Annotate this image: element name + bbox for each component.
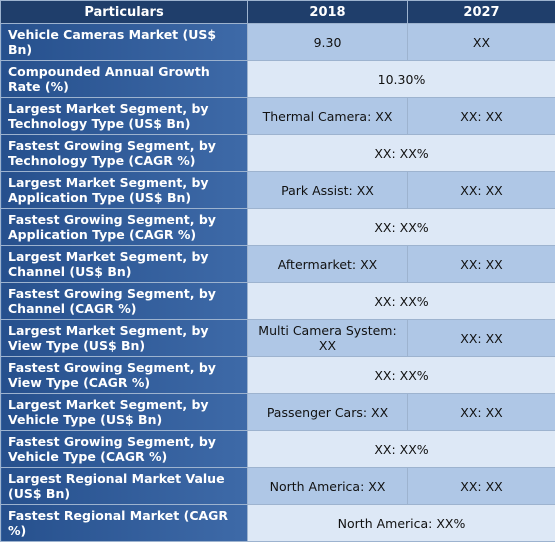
table-row: Compounded Annual Growth Rate (%) 10.30%: [1, 61, 555, 98]
table-row: Largest Market Segment, by Channel (US$ …: [1, 246, 555, 283]
row-label: Fastest Growing Segment, by Channel (CAG…: [1, 283, 248, 320]
row-label: Fastest Growing Segment, by Vehicle Type…: [1, 431, 248, 468]
table-row: Largest Market Segment, by Application T…: [1, 172, 555, 209]
value-2018: Aftermarket: XX: [248, 246, 408, 283]
value-merged: XX: XX%: [248, 357, 555, 394]
value-2018: 9.30: [248, 24, 408, 61]
value-2027: XX: XX: [408, 172, 555, 209]
row-label: Fastest Growing Segment, by View Type (C…: [1, 357, 248, 394]
value-2018: North America: XX: [248, 468, 408, 505]
table-row: Fastest Growing Segment, by Application …: [1, 209, 555, 246]
row-label: Largest Market Segment, by Technology Ty…: [1, 98, 248, 135]
header-row: Particulars 2018 2027: [1, 1, 555, 24]
table-row: Largest Regional Market Value (US$ Bn) N…: [1, 468, 555, 505]
table-row: Largest Market Segment, by View Type (US…: [1, 320, 555, 357]
value-merged: XX: XX%: [248, 283, 555, 320]
value-2018: Thermal Camera: XX: [248, 98, 408, 135]
table-row: Largest Market Segment, by Vehicle Type …: [1, 394, 555, 431]
row-label: Fastest Regional Market (CAGR %): [1, 505, 248, 542]
row-label: Fastest Growing Segment, by Application …: [1, 209, 248, 246]
value-2027: XX: XX: [408, 246, 555, 283]
row-label: Compounded Annual Growth Rate (%): [1, 61, 248, 98]
table-row: Vehicle Cameras Market (US$ Bn) 9.30 XX: [1, 24, 555, 61]
header-2027: 2027: [408, 1, 555, 24]
value-merged: 10.30%: [248, 61, 555, 98]
value-2027: XX: XX: [408, 98, 555, 135]
value-2018: Passenger Cars: XX: [248, 394, 408, 431]
value-2018: Park Assist: XX: [248, 172, 408, 209]
value-merged: North America: XX%: [248, 505, 555, 542]
table-row: Fastest Growing Segment, by View Type (C…: [1, 357, 555, 394]
table-row: Fastest Regional Market (CAGR %) North A…: [1, 505, 555, 542]
header-particulars: Particulars: [1, 1, 248, 24]
value-2027: XX: [408, 24, 555, 61]
row-label: Largest Market Segment, by Vehicle Type …: [1, 394, 248, 431]
value-merged: XX: XX%: [248, 135, 555, 172]
value-2027: XX: XX: [408, 394, 555, 431]
row-label: Largest Market Segment, by View Type (US…: [1, 320, 248, 357]
row-label: Largest Market Segment, by Channel (US$ …: [1, 246, 248, 283]
value-2027: XX: XX: [408, 320, 555, 357]
header-2018: 2018: [248, 1, 408, 24]
table-row: Fastest Growing Segment, by Technology T…: [1, 135, 555, 172]
row-label: Fastest Growing Segment, by Technology T…: [1, 135, 248, 172]
row-label: Largest Market Segment, by Application T…: [1, 172, 248, 209]
value-merged: XX: XX%: [248, 209, 555, 246]
row-label: Largest Regional Market Value (US$ Bn): [1, 468, 248, 505]
value-2027: XX: XX: [408, 468, 555, 505]
value-2018: Multi Camera System: XX: [248, 320, 408, 357]
table-row: Fastest Growing Segment, by Vehicle Type…: [1, 431, 555, 468]
row-label: Vehicle Cameras Market (US$ Bn): [1, 24, 248, 61]
table-row: Largest Market Segment, by Technology Ty…: [1, 98, 555, 135]
value-merged: XX: XX%: [248, 431, 555, 468]
table-row: Fastest Growing Segment, by Channel (CAG…: [1, 283, 555, 320]
